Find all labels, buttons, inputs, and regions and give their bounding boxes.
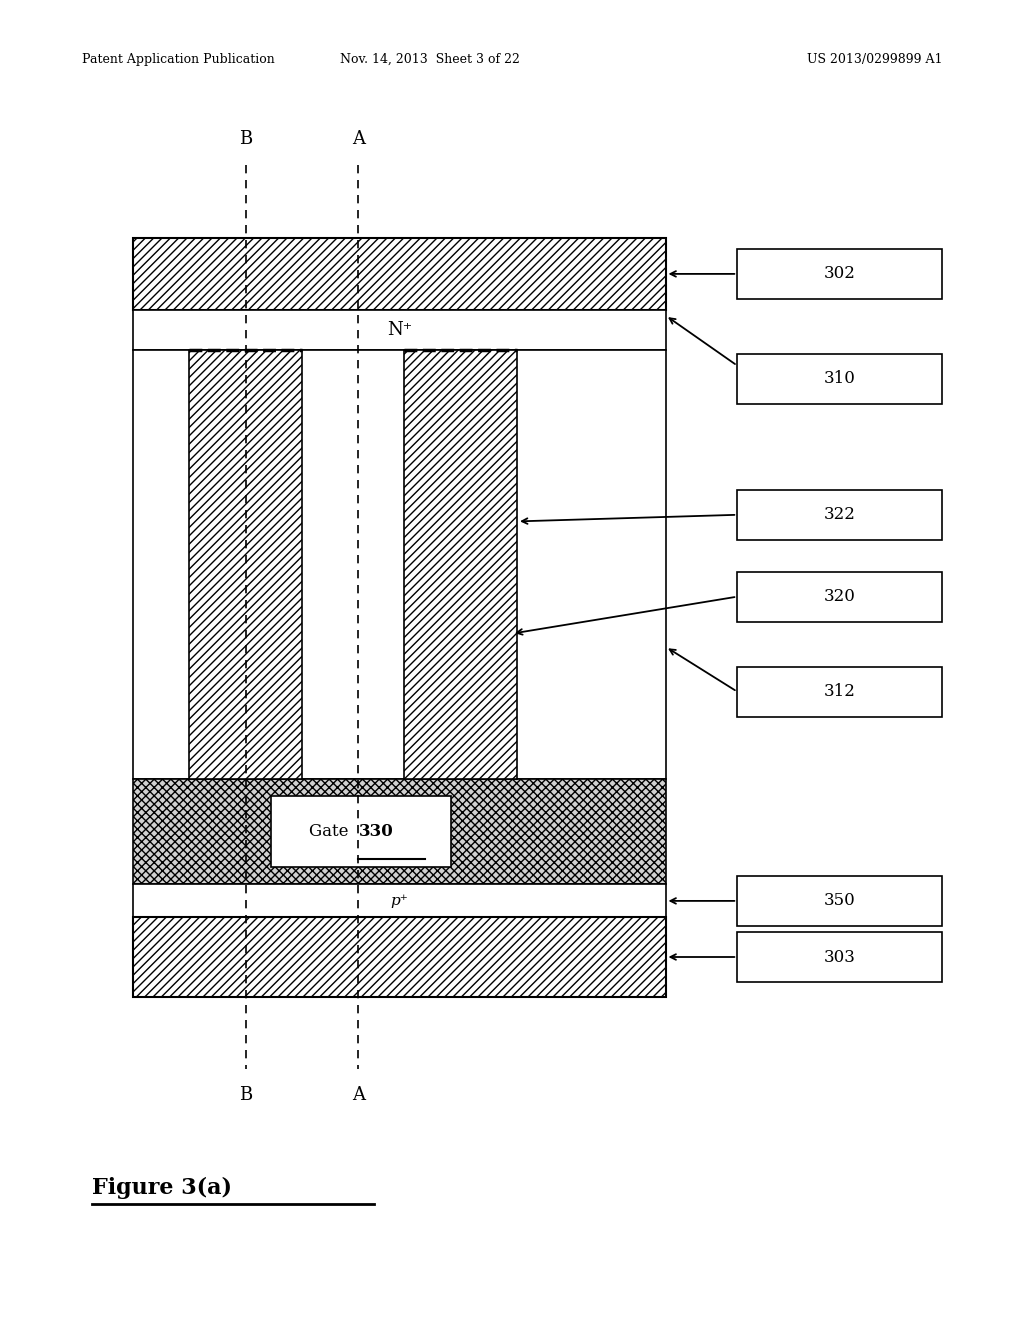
Bar — [133, 238, 666, 310]
Text: 312: 312 — [823, 684, 856, 700]
Text: 310: 310 — [823, 371, 856, 387]
Bar — [404, 350, 517, 779]
Text: 350: 350 — [823, 892, 856, 909]
Text: Nov. 14, 2013  Sheet 3 of 22: Nov. 14, 2013 Sheet 3 of 22 — [340, 53, 520, 66]
Text: A: A — [352, 129, 365, 148]
Text: p⁺: p⁺ — [390, 894, 409, 908]
Bar — [737, 667, 942, 717]
Text: 322: 322 — [823, 507, 856, 523]
Text: B: B — [240, 1086, 252, 1105]
Bar — [133, 310, 666, 350]
FancyBboxPatch shape — [271, 796, 451, 867]
Text: 330: 330 — [358, 824, 393, 840]
Bar — [737, 354, 942, 404]
Text: Patent Application Publication: Patent Application Publication — [82, 53, 274, 66]
Bar — [737, 248, 942, 300]
Bar — [133, 779, 666, 884]
Text: 320: 320 — [823, 589, 856, 605]
Bar — [737, 876, 942, 927]
Bar — [737, 932, 942, 982]
Text: Figure 3(a): Figure 3(a) — [92, 1177, 232, 1199]
Bar — [133, 917, 666, 997]
Bar — [737, 490, 942, 540]
Bar — [133, 884, 666, 917]
Bar — [737, 572, 942, 622]
Text: B: B — [240, 129, 252, 148]
Text: Gate: Gate — [308, 824, 353, 840]
Text: 303: 303 — [823, 949, 856, 965]
Bar — [189, 350, 302, 779]
Text: 302: 302 — [823, 265, 856, 282]
Text: US 2013/0299899 A1: US 2013/0299899 A1 — [807, 53, 942, 66]
Text: N⁺: N⁺ — [387, 321, 412, 339]
Bar — [133, 350, 666, 779]
Text: A: A — [352, 1086, 365, 1105]
